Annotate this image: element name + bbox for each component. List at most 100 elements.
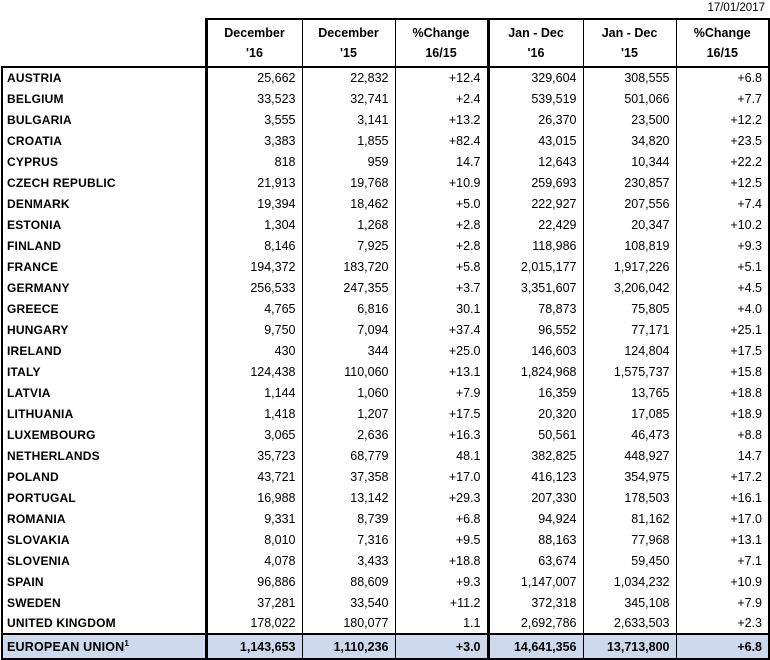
value-cell: +12.5: [675, 172, 770, 193]
table-row: LITHUANIA 1,418 1,207 +17.5 20,320 17,085 +18.…: [1, 403, 770, 424]
value-cell: +16.3: [394, 424, 488, 445]
report-date: 17/01/2017: [707, 2, 765, 14]
value-cell: 94,924: [486, 508, 583, 529]
table-row: FINLAND 8,146 7,925 +2.8 118,986 108,819 +9.3: [1, 235, 770, 256]
header-line2: '15: [340, 46, 357, 60]
value-cell: 194,372: [204, 256, 302, 277]
value-cell: +15.8: [675, 361, 770, 382]
value-cell: 430: [204, 340, 302, 361]
value-cell: +18.9: [675, 403, 770, 424]
header-jandec-15: Jan - Dec '15: [582, 18, 677, 68]
value-cell: 2,636: [301, 424, 395, 445]
value-cell: 180,077: [301, 613, 395, 634]
value-cell: +22.2: [675, 151, 770, 172]
table-row: ROMANIA 9,331 8,739 +6.8 94,924 81,162 +17.0: [1, 508, 770, 529]
value-cell: 501,066: [582, 88, 676, 109]
value-cell: +18.8: [675, 382, 770, 403]
value-cell: +25.0: [394, 340, 488, 361]
value-cell: 16,359: [486, 382, 583, 403]
value-cell: 33,540: [301, 592, 395, 613]
total-value-cell: 1,110,236: [301, 633, 395, 660]
table-row: GREECE 4,765 6,816 30.1 78,873 75,805 +4.0: [1, 298, 770, 319]
header-december-16: December '16: [204, 18, 303, 68]
value-cell: +7.9: [394, 382, 488, 403]
country-cell: AUSTRIA: [1, 66, 206, 88]
value-cell: 3,206,042: [582, 277, 676, 298]
country-cell: IRELAND: [1, 340, 206, 361]
value-cell: 20,347: [582, 214, 676, 235]
total-value-cell: +3.0: [394, 633, 488, 660]
header-line1: December: [224, 26, 285, 40]
value-cell: +5.0: [394, 193, 488, 214]
value-cell: 68,779: [301, 445, 395, 466]
value-cell: 16,988: [204, 487, 302, 508]
value-cell: 256,533: [204, 277, 302, 298]
country-cell: CZECH REPUBLIC: [1, 172, 206, 193]
header-line2: 16/15: [425, 46, 457, 60]
table-row: IRELAND 430 344 +25.0 146,603 124,804 +17.5: [1, 340, 770, 361]
value-cell: 77,968: [582, 529, 676, 550]
country-cell: BELGIUM: [1, 88, 206, 109]
header-pct-change-jandec: %Change 16/15: [675, 18, 770, 68]
value-cell: 3,065: [204, 424, 302, 445]
value-cell: +7.4: [675, 193, 770, 214]
header-spacer: [2, 19, 206, 67]
value-cell: 222,927: [486, 193, 583, 214]
country-cell: ROMANIA: [1, 508, 206, 529]
table-row: CYPRUS 818 959 14.7 12,643 10,344 +22.2: [1, 151, 770, 172]
table-row: LATVIA 1,144 1,060 +7.9 16,359 13,765 +18.8: [1, 382, 770, 403]
value-cell: 3,383: [204, 130, 302, 151]
value-cell: 35,723: [204, 445, 302, 466]
value-cell: 34,820: [582, 130, 676, 151]
value-cell: 37,281: [204, 592, 302, 613]
value-cell: 959: [301, 151, 395, 172]
country-cell: NETHERLANDS: [1, 445, 206, 466]
value-cell: 178,503: [582, 487, 676, 508]
value-cell: 207,556: [582, 193, 676, 214]
value-cell: +12.2: [675, 109, 770, 130]
value-cell: 818: [204, 151, 302, 172]
table-row: BULGARIA 3,555 3,141 +13.2 26,370 23,500 +12.2: [1, 109, 770, 130]
value-cell: 46,473: [582, 424, 676, 445]
value-cell: 43,015: [486, 130, 583, 151]
value-cell: +6.8: [394, 508, 488, 529]
value-cell: 59,450: [582, 550, 676, 571]
value-cell: 3,141: [301, 109, 395, 130]
header-december-15: December '15: [301, 18, 396, 68]
eu-registrations-table: December '16 December '15 %Change 16/15 …: [1, 18, 770, 660]
table-row: NETHERLANDS 35,723 68,779 48.1 382,825 448,92…: [1, 445, 770, 466]
value-cell: 13,765: [582, 382, 676, 403]
table-row: SLOVENIA 4,078 3,433 +18.8 63,674 59,450 +7.1: [1, 550, 770, 571]
value-cell: +9.5: [394, 529, 488, 550]
table-row: SLOVAKIA 8,010 7,316 +9.5 88,163 77,968 +13.1: [1, 529, 770, 550]
value-cell: 2,633,503: [582, 613, 676, 634]
country-cell: LATVIA: [1, 382, 206, 403]
value-cell: 4,765: [204, 298, 302, 319]
value-cell: 124,438: [204, 361, 302, 382]
table-row: PORTUGAL 16,988 13,142 +29.3 207,330 178,503 +…: [1, 487, 770, 508]
value-cell: +82.4: [394, 130, 488, 151]
value-cell: 75,805: [582, 298, 676, 319]
value-cell: 1,147,007: [486, 571, 583, 592]
header-line2: '16: [527, 46, 545, 60]
country-cell: CROATIA: [1, 130, 206, 151]
value-cell: +17.5: [394, 403, 488, 424]
value-cell: 7,094: [301, 319, 395, 340]
value-cell: 1,034,232: [582, 571, 676, 592]
value-cell: 25,662: [204, 66, 302, 88]
table-row: UNITED KINGDOM 178,022 180,077 1.1 2,692,786…: [1, 613, 770, 634]
value-cell: 1,268: [301, 214, 395, 235]
country-cell: POLAND: [1, 466, 206, 487]
value-cell: 22,832: [301, 66, 395, 88]
value-cell: 14.7: [394, 151, 488, 172]
value-cell: 416,123: [486, 466, 583, 487]
value-cell: 43,721: [204, 466, 302, 487]
value-cell: 3,433: [301, 550, 395, 571]
table-row: CZECH REPUBLIC 21,913 19,768 +10.9 259,693 23…: [1, 172, 770, 193]
value-cell: +6.8: [675, 66, 770, 88]
country-cell: LUXEMBOURG: [1, 424, 206, 445]
value-cell: 8,146: [204, 235, 302, 256]
value-cell: 1.1: [394, 613, 488, 634]
value-cell: 19,768: [301, 172, 395, 193]
value-cell: +17.0: [394, 466, 488, 487]
